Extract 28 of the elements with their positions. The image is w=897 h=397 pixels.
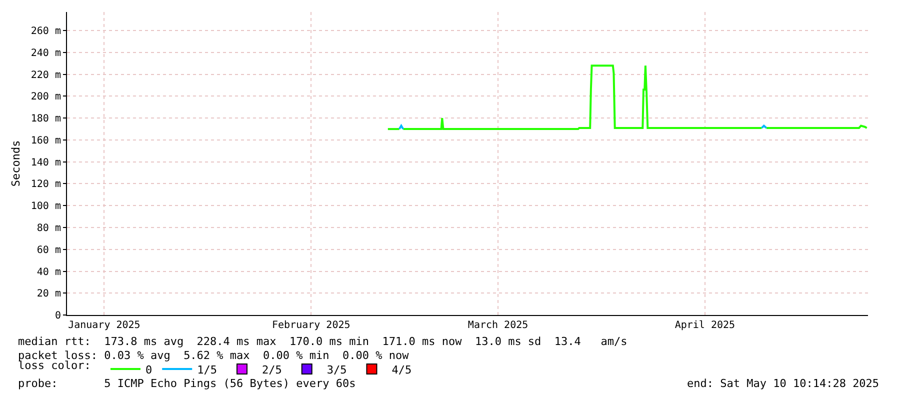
text: end: Sat May 10 10:14:28 2025 (687, 377, 880, 390)
text: probe: 5 ICMP Echo Pings (56 Bytes) every 60s (18, 377, 356, 390)
y-tick-label: 160 m (30, 135, 61, 146)
x-tick-label: January 2025 (68, 320, 140, 331)
legend-label: 1/5 (197, 363, 217, 376)
y-tick-label: 220 m (30, 70, 61, 81)
legend-label: 4/5 (392, 363, 412, 376)
y-tick-label: 80 m (36, 222, 61, 234)
text: median rtt: 173.8 ms avg 228.4 ms max 170.0 ms min 171.0 ms now 13.0 ms sd 13.4 am/s (18, 335, 628, 348)
y-tick-label: 40 m (36, 266, 61, 278)
y-tick-label: 20 m (36, 288, 61, 300)
y-tick-label: 100 m (30, 201, 61, 212)
y-tick-label: 0 (54, 310, 61, 322)
y-tick-label: 180 m (30, 114, 61, 125)
y-axis-title: Seconds (10, 140, 23, 187)
y-tick-label: 60 m (36, 244, 61, 256)
y-tick-label: 140 m (30, 157, 61, 168)
x-tick-label: February 2025 (272, 320, 350, 331)
legend-label: 3/5 (326, 363, 347, 376)
x-tick-label: March 2025 (468, 320, 528, 331)
y-tick-label: 260 m (30, 26, 61, 38)
legend-label: 0 (145, 363, 152, 376)
legend-label: 2/5 (262, 363, 282, 376)
y-tick-label: 200 m (30, 92, 61, 103)
text: packet loss: 0.03 % avg 5.62 % max 0.00 % min 0.00 % now (18, 349, 410, 362)
x-tick-label: April 2025 (674, 320, 736, 331)
y-tick-label: 240 m (30, 48, 61, 59)
y-tick-label: 120 m (30, 179, 61, 190)
